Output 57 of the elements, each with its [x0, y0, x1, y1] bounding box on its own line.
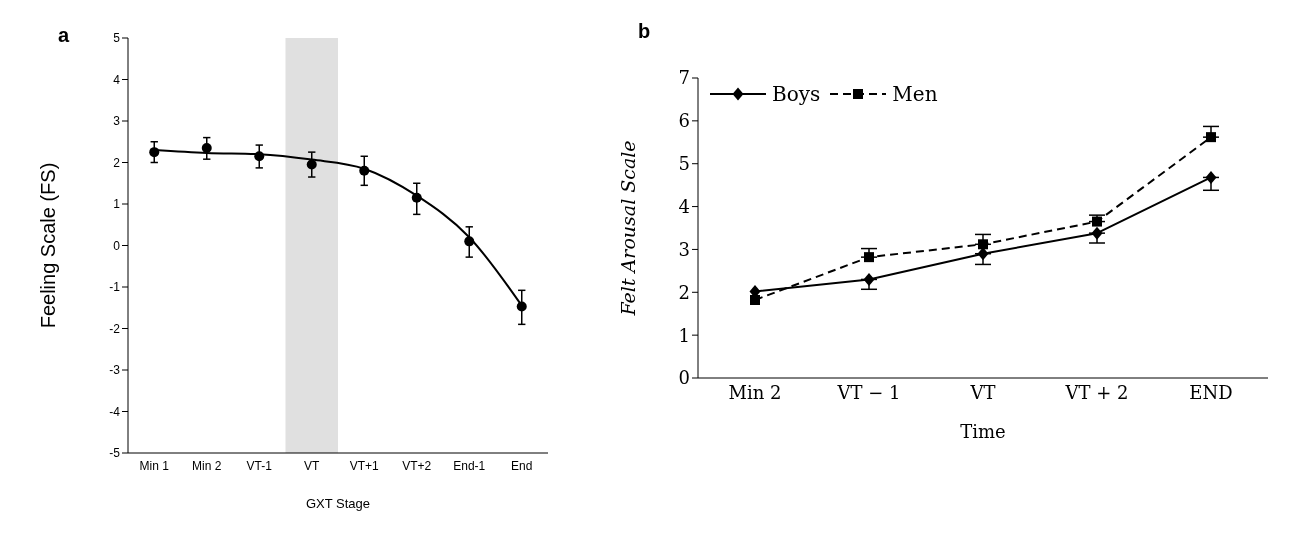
y-tick-label: 2 [678, 281, 690, 303]
x-tick-label: VT [969, 381, 996, 403]
point [411, 192, 422, 203]
x-tick-label: VT − 1 [836, 381, 901, 403]
y-tick-label: 5 [113, 31, 121, 46]
legend-label: Boys [772, 82, 821, 106]
y-tick-label: 0 [113, 238, 121, 253]
y-tick-label: -1 [109, 280, 121, 295]
y-tick-label: 3 [678, 238, 690, 260]
chart-title: b [638, 20, 651, 43]
x-tick-label: VT+1 [349, 458, 380, 473]
x-tick-label: VT-1 [246, 458, 273, 473]
point [977, 247, 989, 261]
y-tick-label: -2 [109, 321, 121, 336]
y-axis-title: Felt Arousal Scale [616, 140, 639, 317]
y-tick-label: 5 [678, 153, 690, 175]
y-tick-label: -5 [109, 446, 121, 461]
x-tick-label: End-1 [453, 458, 486, 473]
x-axis-title: Time [960, 421, 1006, 442]
point [750, 295, 760, 305]
chart-title: a [58, 24, 70, 47]
legend-label: Men [892, 82, 938, 106]
y-tick-label: 2 [113, 155, 121, 170]
y-tick-label: 6 [678, 110, 690, 132]
y-tick-label: 4 [113, 72, 121, 87]
point [1092, 216, 1102, 227]
y-tick-label: 3 [113, 114, 121, 129]
y-tick-label: 7 [678, 67, 690, 89]
y-tick-label: 1 [678, 324, 690, 346]
x-tick-label: Min 2 [192, 458, 222, 473]
y-tick-label: -3 [109, 363, 121, 378]
point [464, 236, 475, 247]
point [1091, 226, 1103, 240]
x-tick-label: Min 1 [139, 458, 170, 473]
point [978, 239, 988, 250]
point [359, 165, 370, 176]
x-tick-label: END [1189, 381, 1233, 403]
x-tick-label: Min 2 [728, 381, 782, 403]
y-tick-label: 4 [678, 195, 690, 217]
x-tick-label: VT [304, 458, 321, 473]
x-tick-label: VT+2 [402, 458, 432, 473]
point [1205, 170, 1217, 184]
y-tick-label: 1 [113, 197, 121, 212]
point [516, 301, 527, 312]
y-tick-label: -4 [109, 404, 121, 419]
point [254, 151, 265, 162]
x-axis-title: GXT Stage [305, 496, 371, 511]
point [1206, 132, 1216, 143]
y-tick-label: 0 [678, 367, 690, 389]
point [863, 272, 875, 286]
y-axis-title: Feeling Scale (FS) [37, 162, 60, 329]
x-tick-label: VT + 2 [1064, 381, 1129, 403]
x-tick-label: End [511, 458, 533, 473]
point [864, 252, 874, 263]
point [201, 142, 212, 153]
point [149, 147, 160, 158]
point [306, 159, 317, 170]
